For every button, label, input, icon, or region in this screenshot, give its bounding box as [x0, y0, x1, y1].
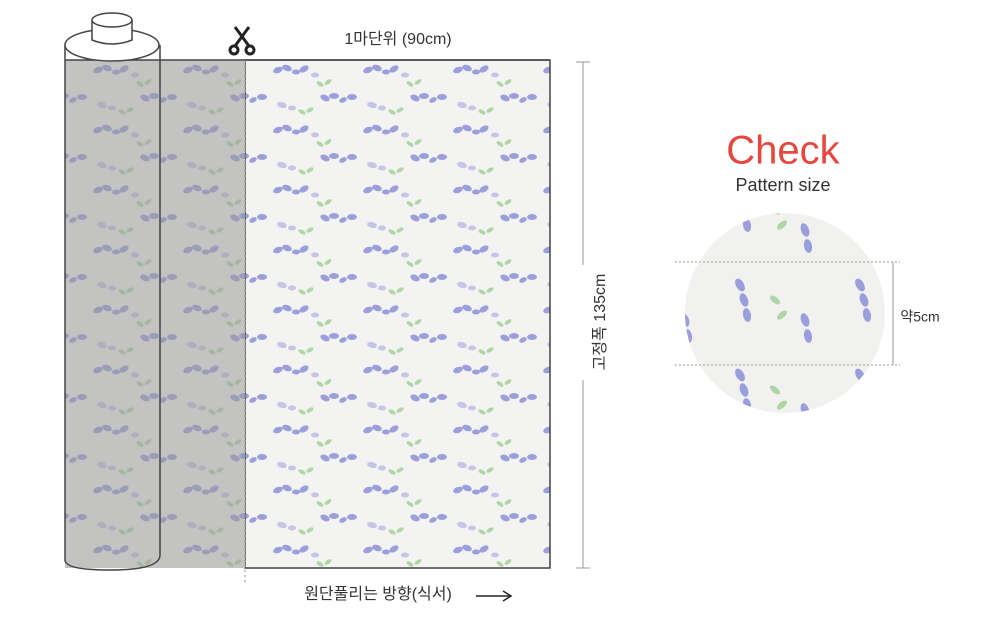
- direction-arrow: [476, 590, 513, 602]
- measure-label: 약5cm: [900, 309, 939, 325]
- measure-guides: [675, 261, 900, 366]
- label-backing: [572, 265, 594, 380]
- pattern-zoom: [685, 213, 885, 413]
- check-subtitle: Pattern size: [735, 175, 830, 195]
- roll-outline: [64, 45, 161, 571]
- fabric-sheet-shade: [65, 60, 245, 568]
- width-label: 1마단위 (90cm): [344, 30, 451, 48]
- height-label: 고정폭 135cm: [591, 274, 609, 371]
- direction-label: 원단풀리는 방향(식서): [304, 585, 452, 603]
- roll-core-top: [91, 12, 133, 28]
- check-title: Check: [726, 129, 840, 173]
- fabric-pattern: [244, 59, 551, 569]
- scissors-icon: [228, 26, 256, 56]
